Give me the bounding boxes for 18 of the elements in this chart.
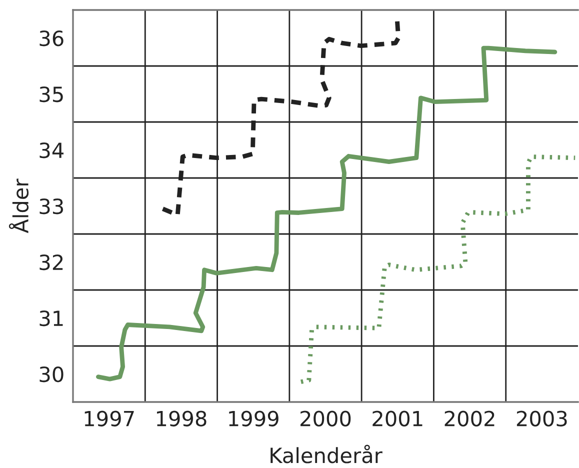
y-tick-label: 31: [40, 310, 63, 326]
x-axis-title: Kalenderår: [270, 444, 382, 464]
x-tick-label: 1998: [156, 410, 206, 426]
y-tick-label: 30: [40, 366, 64, 382]
line-series: [96, 46, 558, 382]
y-axis-title: Ålder: [8, 178, 29, 234]
x-tick-label: 1997: [84, 410, 134, 426]
x-tick-label: 2002: [444, 410, 494, 426]
x-tick-label: 2000: [300, 410, 351, 426]
y-tick-label: 36: [40, 30, 64, 46]
y-tick-label: 34: [40, 142, 64, 158]
x-tick-label: 2003: [516, 410, 567, 426]
x-tick-label: 1999: [229, 410, 278, 426]
line-series: [298, 154, 578, 384]
y-tick-label: 33: [40, 198, 63, 214]
y-tick-label: 35: [40, 86, 63, 102]
y-tick-label: 32: [40, 254, 63, 270]
x-tick-label: 2001: [372, 410, 422, 426]
